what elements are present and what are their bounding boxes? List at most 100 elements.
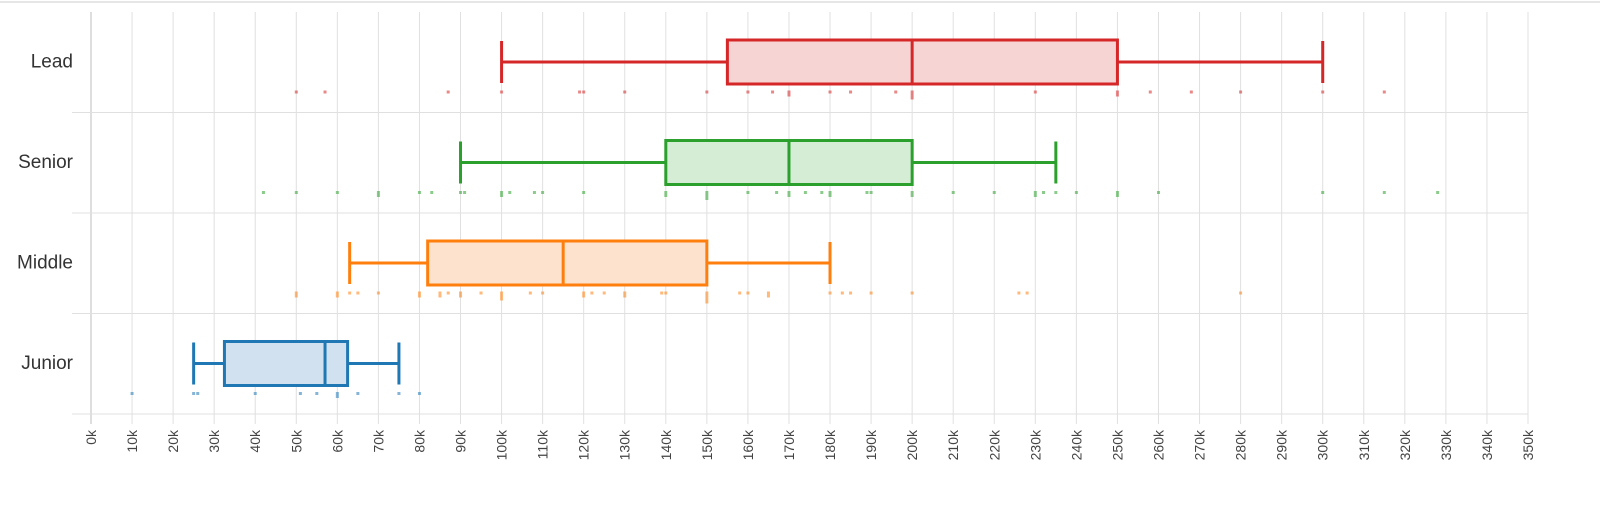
data-point	[315, 392, 319, 395]
x-tick-label: 160k	[740, 429, 756, 460]
data-point	[500, 191, 504, 194]
data-point	[705, 194, 709, 197]
data-point	[775, 191, 779, 194]
data-point	[590, 291, 594, 295]
data-point	[1033, 194, 1037, 197]
data-point	[582, 90, 586, 94]
data-point	[705, 197, 709, 200]
data-point	[459, 191, 463, 194]
data-point	[1239, 90, 1243, 94]
data-point	[705, 90, 709, 94]
data-point	[664, 191, 668, 194]
x-tick-label: 130k	[617, 429, 633, 460]
box-layer	[192, 38, 1325, 387]
data-point	[294, 294, 298, 298]
data-point	[446, 291, 450, 295]
data-point	[500, 194, 504, 197]
data-point	[376, 194, 380, 197]
data-point	[417, 291, 421, 295]
data-point	[828, 90, 832, 94]
data-point	[356, 392, 360, 395]
x-tick-label: 30k	[206, 429, 222, 453]
data-point	[828, 194, 832, 197]
data-point	[951, 191, 955, 194]
data-point	[508, 191, 512, 194]
category-label: Senior	[18, 152, 74, 173]
x-tick-label: 70k	[370, 429, 386, 453]
x-tick-label: 20k	[165, 429, 181, 453]
data-point	[438, 294, 442, 298]
data-point	[1115, 194, 1119, 197]
data-point	[479, 291, 483, 295]
x-tick-label: 50k	[288, 429, 304, 453]
data-point	[528, 291, 532, 295]
x-tick-label: 240k	[1068, 429, 1084, 460]
data-point	[397, 392, 401, 395]
x-tick-label: 180k	[822, 429, 838, 460]
x-tick-label: 260k	[1150, 429, 1166, 460]
x-tick-label: 340k	[1479, 429, 1495, 460]
data-point	[430, 191, 434, 194]
data-point	[1382, 90, 1386, 94]
data-point	[261, 191, 265, 194]
data-point	[1033, 191, 1037, 194]
x-tick-label: 10k	[124, 429, 140, 453]
data-point	[910, 194, 914, 197]
x-tick-label: 140k	[658, 429, 674, 460]
data-point	[1436, 191, 1440, 194]
data-point	[705, 191, 709, 194]
data-point	[1025, 291, 1029, 295]
data-point	[849, 90, 853, 94]
data-point	[746, 90, 750, 94]
data-point	[192, 392, 196, 395]
data-point	[438, 291, 442, 295]
data-point	[803, 191, 807, 194]
data-point	[196, 392, 200, 395]
data-point	[541, 191, 545, 194]
x-tick-label: 230k	[1027, 429, 1043, 460]
data-point	[623, 90, 627, 94]
data-point	[294, 90, 298, 94]
data-point	[1017, 291, 1021, 295]
iqr-box	[222, 340, 350, 387]
data-point	[335, 392, 339, 395]
data-point	[541, 291, 545, 295]
data-point	[500, 297, 504, 301]
data-point	[660, 291, 664, 295]
data-point	[828, 191, 832, 194]
x-tick-label: 300k	[1315, 429, 1331, 460]
data-point	[335, 294, 339, 298]
data-point	[446, 90, 450, 94]
data-point	[705, 297, 709, 301]
data-point	[1156, 191, 1160, 194]
x-tick-label: 60k	[329, 429, 345, 453]
data-point	[771, 90, 775, 94]
x-tick-label: 200k	[904, 429, 920, 460]
x-tick-label: 290k	[1274, 429, 1290, 460]
data-point	[705, 291, 709, 295]
data-point	[766, 291, 770, 295]
data-point	[840, 291, 844, 295]
data-point	[820, 191, 824, 194]
x-tick-label: 310k	[1356, 429, 1372, 460]
data-point	[1115, 191, 1119, 194]
data-point	[323, 90, 327, 94]
category-label: Junior	[21, 353, 73, 374]
data-point	[894, 90, 898, 94]
data-point	[1074, 191, 1078, 194]
data-point	[459, 294, 463, 298]
data-point	[582, 291, 586, 295]
category-label: Lead	[31, 52, 73, 73]
data-point	[130, 392, 134, 395]
x-tick-label: 190k	[863, 429, 879, 460]
data-point	[705, 300, 709, 304]
data-point	[294, 191, 298, 194]
x-tick-label: 120k	[576, 429, 592, 460]
x-tick-label: 270k	[1192, 429, 1208, 460]
data-point	[335, 191, 339, 194]
data-point	[376, 291, 380, 295]
data-point	[623, 294, 627, 298]
x-tick-label: 0k	[83, 429, 99, 445]
x-tick-label: 250k	[1109, 429, 1125, 460]
iqr-box	[426, 239, 709, 287]
